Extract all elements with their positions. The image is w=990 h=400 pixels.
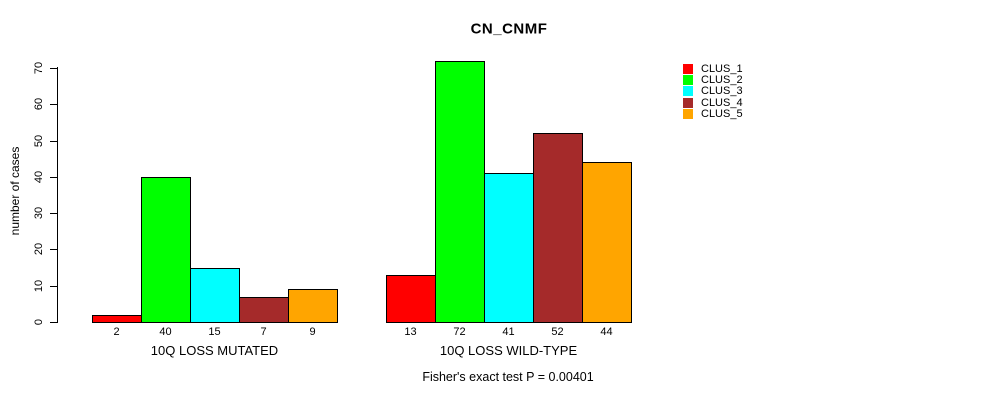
bar-value-label: 44: [600, 326, 613, 338]
legend-item-CLUS_4: CLUS_4: [683, 96, 743, 109]
y-tick-mark: [50, 213, 58, 214]
bar-CLUS_5: [582, 162, 632, 323]
legend-label: CLUS_3: [701, 85, 743, 98]
y-tick-mark: [50, 104, 58, 105]
bar-CLUS_1: [386, 275, 436, 323]
bar-CLUS_3: [190, 268, 240, 323]
y-tick-mark: [50, 286, 58, 287]
y-axis-label: number of cases: [8, 146, 22, 236]
bar-value-label: 2: [113, 326, 120, 338]
y-tick-mark: [50, 68, 58, 69]
bar-value-label: 40: [159, 326, 172, 338]
legend-swatch-icon: [683, 97, 693, 108]
y-tick-mark: [50, 177, 58, 178]
bar-value-label: 52: [551, 326, 564, 338]
legend-label: CLUS_5: [701, 107, 743, 120]
y-tick-mark: [50, 249, 58, 250]
bar-CLUS_1: [92, 315, 142, 323]
legend-swatch-icon: [683, 86, 693, 97]
group-label: 10Q LOSS WILD-TYPE: [439, 343, 578, 358]
bar-CLUS_2: [141, 177, 191, 323]
bar-CLUS_3: [484, 173, 534, 323]
legend-label: CLUS_1: [701, 63, 743, 76]
y-tick-label: 30: [33, 206, 45, 220]
bar-value-label: 15: [208, 326, 221, 338]
bar-CLUS_4: [533, 133, 583, 323]
bar-value-label: 7: [260, 326, 267, 338]
y-tick-label: 10: [33, 279, 45, 293]
y-tick-label: 20: [33, 242, 45, 256]
legend-item-CLUS_3: CLUS_3: [683, 85, 743, 98]
legend-item-CLUS_1: CLUS_1: [683, 63, 743, 76]
bar-CLUS_5: [288, 289, 338, 323]
legend-label: CLUS_4: [701, 96, 743, 109]
bar-CLUS_2: [435, 61, 485, 323]
fisher-test-annotation: Fisher's exact test P = 0.00401: [422, 370, 594, 384]
legend-swatch-icon: [683, 75, 693, 86]
bar-value-label: 9: [309, 326, 316, 338]
bar-value-label: 72: [453, 326, 466, 338]
chart-title: CN_CNMF: [470, 20, 548, 38]
bar-value-label: 13: [404, 326, 417, 338]
legend-item-CLUS_5: CLUS_5: [683, 107, 743, 120]
y-tick-label: 50: [33, 134, 45, 148]
legend-swatch-icon: [683, 64, 693, 75]
y-tick-mark: [50, 141, 58, 142]
bar-CLUS_4: [239, 297, 289, 323]
group-label: 10Q LOSS MUTATED: [150, 343, 279, 358]
y-tick-label: 70: [33, 61, 45, 75]
y-axis-line: [57, 67, 58, 323]
legend-label: CLUS_2: [701, 74, 743, 87]
bar-value-label: 41: [502, 326, 515, 338]
y-tick-label: 0: [33, 318, 45, 326]
legend: CLUS_1 CLUS_2 CLUS_3 CLUS_4 CLUS_5: [683, 64, 743, 119]
y-tick-mark: [50, 322, 58, 323]
y-tick-label: 40: [33, 170, 45, 184]
legend-swatch-icon: [683, 108, 693, 119]
legend-item-CLUS_2: CLUS_2: [683, 74, 743, 87]
y-tick-label: 60: [33, 97, 45, 111]
